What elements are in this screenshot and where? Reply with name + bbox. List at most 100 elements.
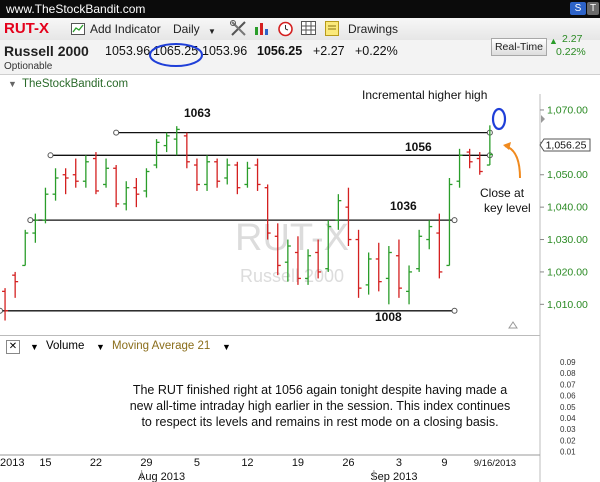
ohlc-bar bbox=[274, 223, 281, 276]
share-t-button[interactable]: T bbox=[587, 2, 599, 15]
scroll-up-icon[interactable] bbox=[508, 321, 518, 329]
chart-legend-label: TheStockBandit.com bbox=[22, 78, 129, 90]
collapse-chevron-icon[interactable]: ▼ bbox=[8, 79, 17, 89]
ohlc-bar bbox=[22, 229, 29, 267]
ohlc-bar bbox=[254, 158, 261, 191]
ma-label: Moving Average 21 bbox=[112, 340, 211, 352]
volume-label: Volume bbox=[46, 340, 85, 352]
last-price-tag: 1,056.25 bbox=[539, 138, 591, 152]
ohlc-bar bbox=[72, 158, 79, 188]
close-key-annotation-line-2: key level bbox=[484, 201, 531, 215]
level-1056-label: 1056 bbox=[405, 140, 432, 154]
ohlc-bar bbox=[32, 213, 39, 243]
ohlc-bar bbox=[426, 220, 433, 250]
quote-bar: Russell 2000 1053.96 1065.25 1053.96 105… bbox=[0, 40, 600, 75]
index-name: Russell 2000 bbox=[4, 43, 89, 59]
date-tick-label: 9/16/2013 bbox=[474, 458, 516, 469]
volume-tick-label: 0.05 bbox=[560, 403, 576, 412]
price-axis: 1,010.00 1,020.00 1,030.00 1,040.00 1,050.00… bbox=[540, 104, 588, 311]
ohlc-bar bbox=[103, 158, 110, 188]
date-axis: 2013 15 22 29 5 12 19 26 3 9 9/16/2013 Aug 2013 Sep … bbox=[0, 454, 540, 482]
ohlc-bar bbox=[466, 148, 473, 169]
price-tick-label: 1,030.00 bbox=[547, 234, 588, 246]
real-time-button[interactable]: Real-Time bbox=[491, 38, 547, 56]
ma-chevron-icon[interactable]: ▼ bbox=[96, 342, 105, 352]
ohlc-bar bbox=[406, 265, 413, 305]
date-tick-label: 29 bbox=[140, 457, 152, 469]
ohlc-bar bbox=[12, 271, 19, 298]
ohlc-bar bbox=[456, 148, 463, 188]
higher-high-circle bbox=[491, 107, 507, 131]
ohlc-bar bbox=[52, 168, 59, 201]
price-tick-label: 1,010.00 bbox=[547, 299, 588, 311]
volume-tick-label: 0.02 bbox=[560, 436, 576, 445]
ohlc-bar bbox=[416, 229, 423, 272]
ohlc-bar bbox=[214, 158, 221, 188]
add-table-icon[interactable] bbox=[301, 21, 317, 39]
ohlc-bar bbox=[113, 165, 120, 208]
date-tick-label: 9 bbox=[441, 457, 447, 469]
close-icon[interactable]: ✕ bbox=[6, 340, 20, 354]
level-1063-label: 1063 bbox=[184, 106, 211, 120]
up-arrow-icon: ▲ bbox=[549, 36, 558, 46]
ohlc-bar bbox=[193, 158, 200, 191]
level-handle-left-1036 bbox=[27, 217, 34, 224]
date-tick-label: 15 bbox=[39, 457, 51, 469]
add-indicator-icon[interactable] bbox=[71, 23, 85, 38]
share-s-button[interactable]: S bbox=[570, 2, 586, 15]
bar-chart-icon[interactable] bbox=[254, 21, 270, 39]
note-icon[interactable] bbox=[325, 21, 339, 39]
change-value: +2.27 bbox=[313, 44, 345, 58]
ohlc-bar bbox=[133, 177, 140, 208]
high-value-circle bbox=[149, 43, 203, 67]
ohlc-bar bbox=[365, 252, 372, 295]
ohlc-bar bbox=[123, 181, 130, 211]
low-value: 1053.96 bbox=[202, 44, 248, 58]
ohlc-bar bbox=[244, 161, 251, 188]
symbol-label[interactable]: RUT-X bbox=[4, 20, 49, 37]
ohlc-bar bbox=[163, 132, 170, 153]
alarm-clock-icon[interactable] bbox=[277, 20, 294, 40]
volume-tick-label: 0.04 bbox=[560, 414, 576, 423]
volume-tick-label: 0.06 bbox=[560, 392, 576, 401]
level-handle-left-1056 bbox=[47, 152, 54, 159]
ohlc-bar bbox=[355, 229, 362, 298]
horizontal-levels[interactable] bbox=[0, 129, 493, 314]
level-handle-left-1008 bbox=[0, 307, 3, 314]
close-key-annotation-line-1: Close at bbox=[480, 186, 525, 200]
ohlc-bar bbox=[62, 168, 69, 195]
ohlc-bar bbox=[486, 125, 493, 166]
higher-high-annotation: Incremental higher high bbox=[362, 88, 487, 102]
ohlc-bar bbox=[395, 239, 402, 298]
ohlc-bar bbox=[305, 249, 312, 285]
ohlc-bar bbox=[385, 246, 392, 305]
volume-chevron-icon[interactable]: ▼ bbox=[30, 342, 39, 352]
title-bar: www.TheStockBandit.com S T bbox=[0, 0, 600, 18]
ohlc-bar bbox=[204, 155, 211, 191]
last-price-label: 1,056.25 bbox=[546, 140, 587, 152]
volume-tick-label: 0.09 bbox=[560, 358, 576, 367]
interval-select[interactable]: Daily bbox=[173, 22, 200, 36]
chevron-down-icon[interactable]: ▼ bbox=[208, 27, 216, 36]
month-label: Aug 2013 bbox=[138, 471, 185, 482]
drawings-button[interactable]: Drawings bbox=[348, 22, 399, 36]
volume-tick-label: 0.07 bbox=[560, 380, 576, 389]
date-tick-label: 12 bbox=[241, 457, 253, 469]
volume-tick-label: 0.08 bbox=[560, 369, 576, 378]
ohlc-bar bbox=[476, 152, 483, 175]
level-handle-right-1036 bbox=[451, 217, 458, 224]
month-label: Sep 2013 bbox=[370, 471, 417, 482]
open-value: 1053.96 bbox=[105, 44, 151, 58]
ma-settings-chevron-icon[interactable]: ▼ bbox=[222, 342, 231, 352]
ohlc-bar bbox=[446, 177, 453, 267]
chart-toolbar: RUT-X Add Indicator Daily ▼ Drawings bbox=[0, 18, 600, 41]
ohlc-bar bbox=[335, 194, 342, 230]
close-arrow bbox=[504, 145, 521, 179]
date-tick-label: 3 bbox=[396, 457, 402, 469]
level-handle-right-1008 bbox=[451, 307, 458, 314]
add-indicator-button[interactable]: Add Indicator bbox=[90, 22, 161, 36]
volume-tick-label: 0.03 bbox=[560, 425, 576, 434]
price-tick-label: 1,050.00 bbox=[547, 169, 588, 181]
tools-icon[interactable] bbox=[230, 20, 247, 40]
